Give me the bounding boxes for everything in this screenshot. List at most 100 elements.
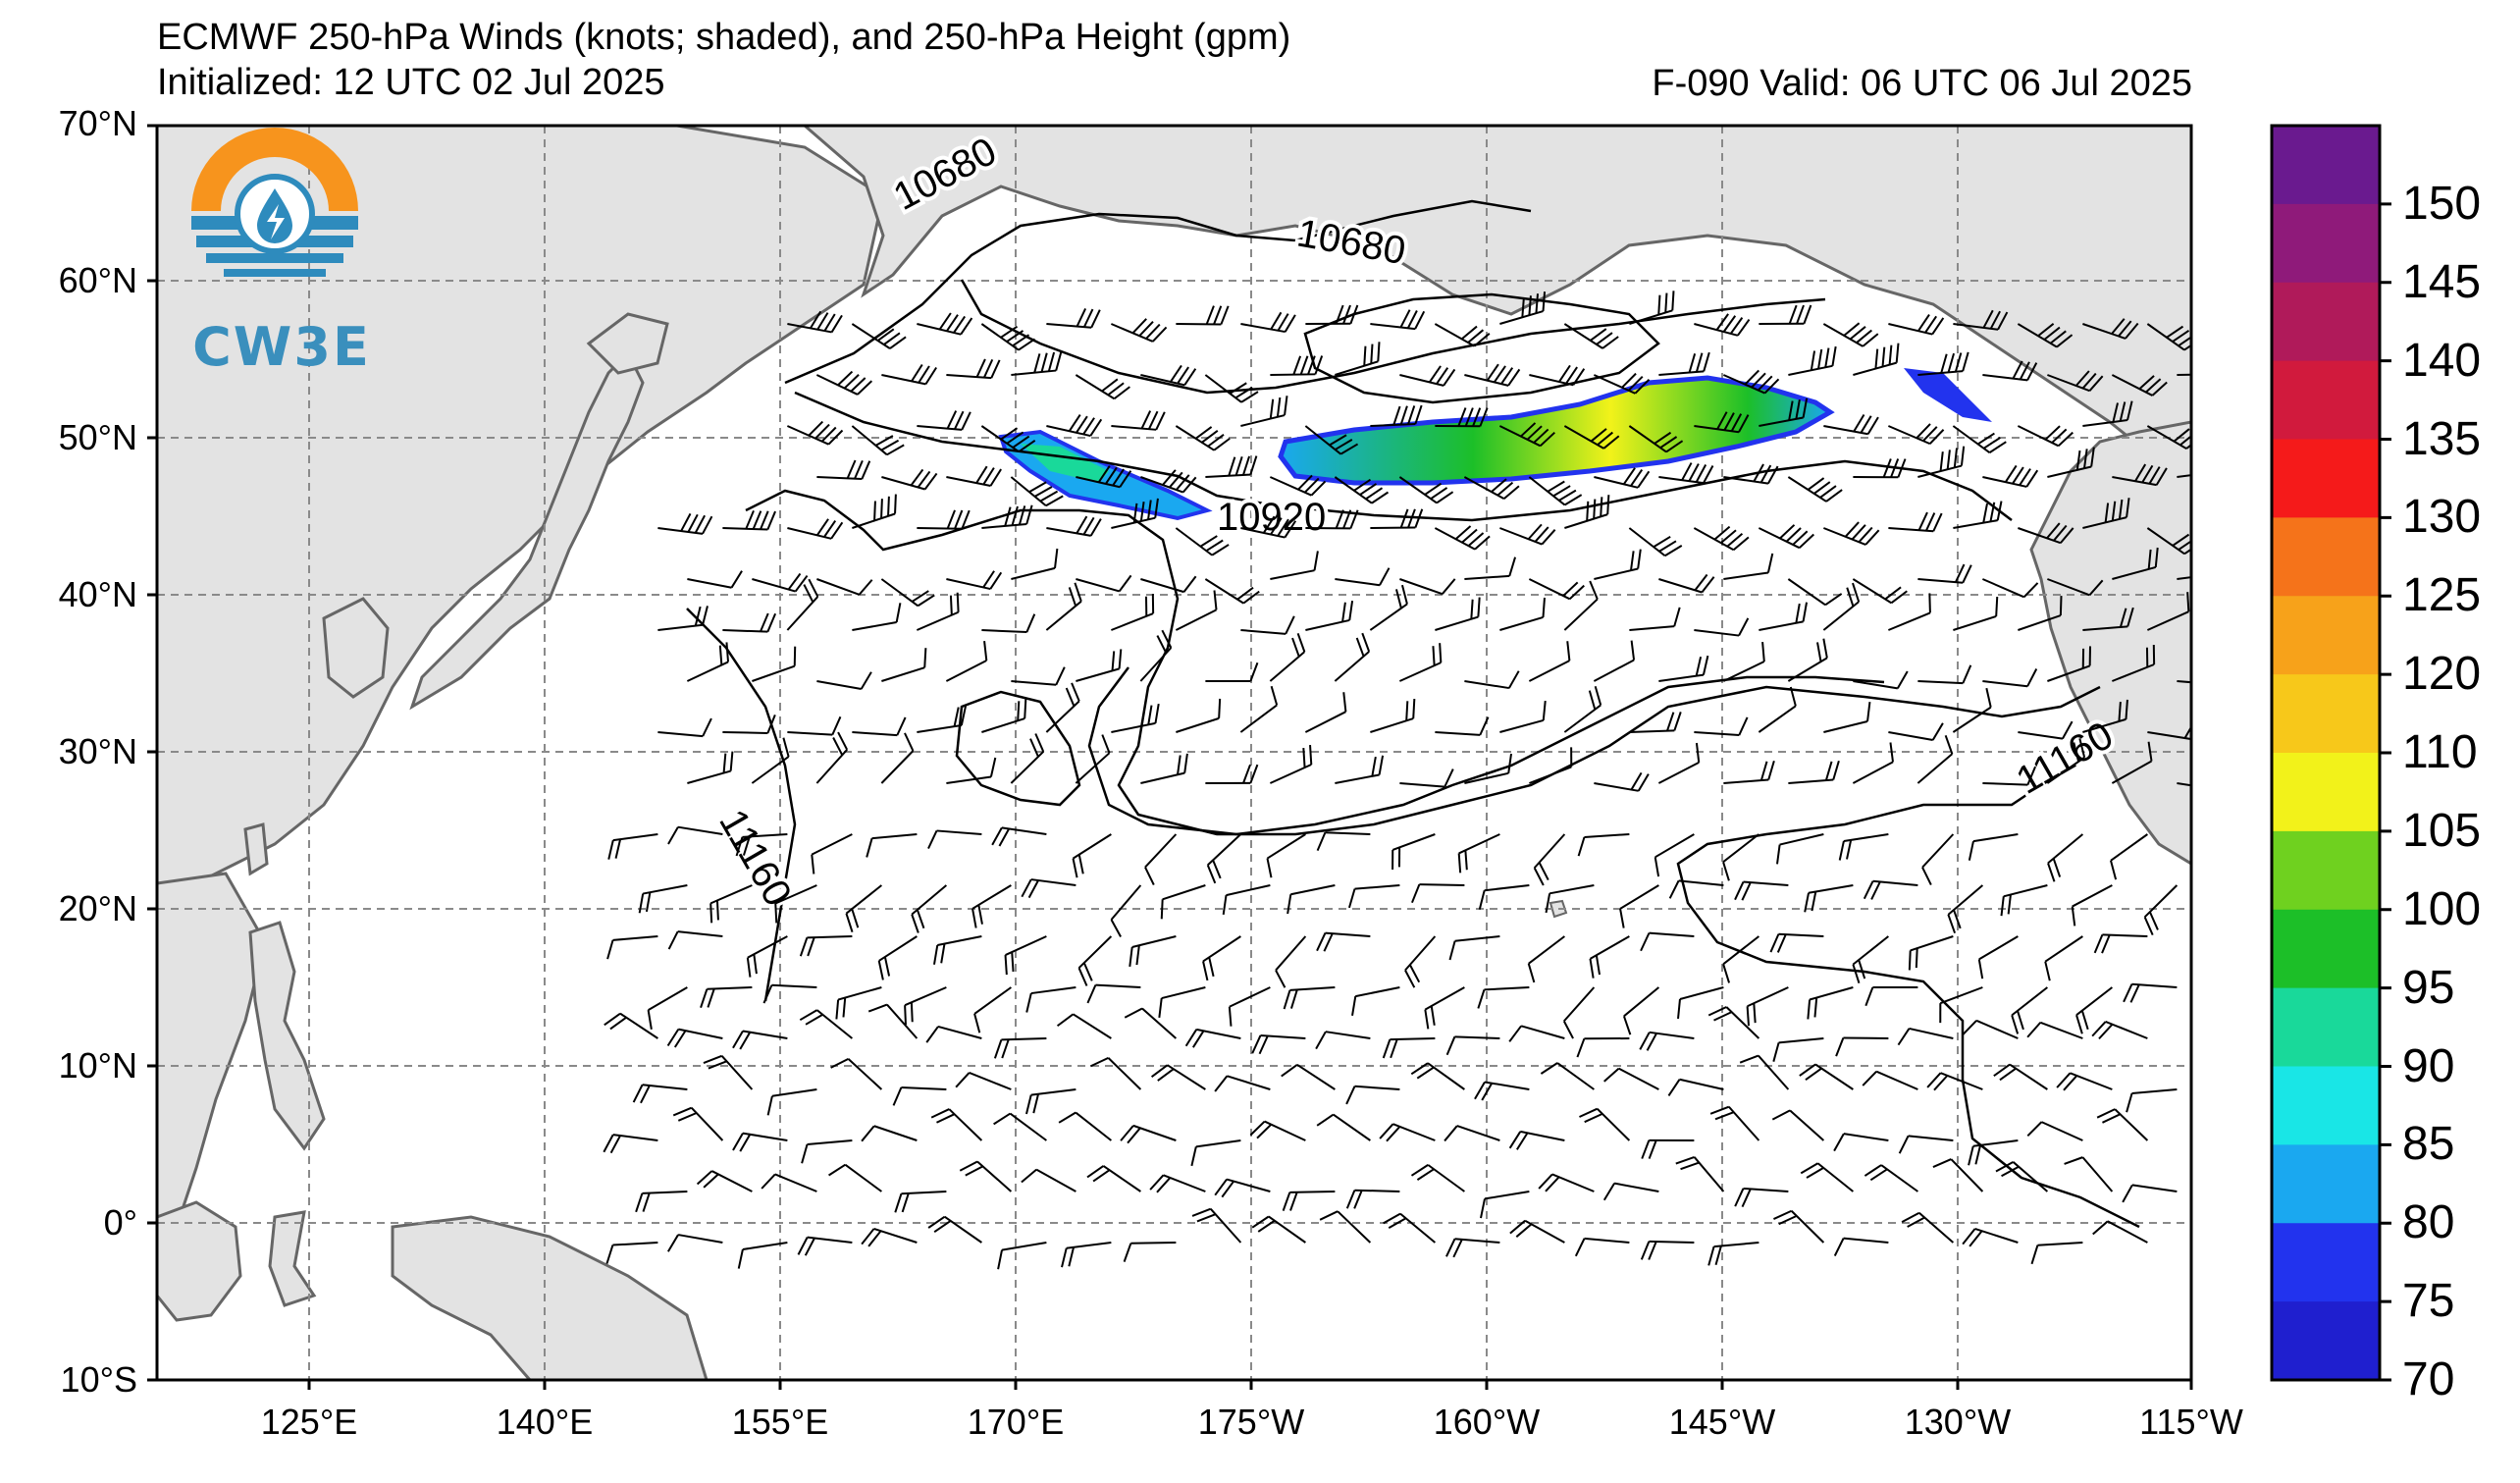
wind-barb — [1545, 884, 1595, 914]
wind-barb — [1477, 986, 1530, 1009]
wind-barb — [1822, 582, 1861, 631]
wind-barb — [911, 884, 948, 933]
wind-barb — [2018, 596, 2063, 631]
wind-barb — [1640, 931, 1695, 952]
wind-barb — [867, 1003, 919, 1039]
wind-barb — [1629, 607, 1681, 631]
wind-barb — [1158, 986, 1206, 1019]
wind-barb — [1529, 364, 1586, 387]
wind-barb — [1888, 593, 1931, 631]
wind-barb — [1266, 833, 1306, 878]
wind-barb — [1563, 425, 1620, 450]
logo-text: CW3E — [192, 316, 371, 378]
wind-barb — [1654, 833, 1695, 877]
wind-barb — [635, 1191, 688, 1213]
wind-barb — [1707, 1242, 1759, 1266]
wind-barb — [1011, 666, 1066, 686]
wind-barbs — [603, 291, 2191, 1270]
wind-barb — [1593, 640, 1636, 682]
wind-barb — [1021, 878, 1076, 899]
wind-barb — [1835, 1036, 1889, 1057]
wind-barb — [1668, 879, 1724, 899]
wind-barb — [1722, 642, 1765, 682]
wind-barb — [1658, 462, 1714, 485]
wind-barb — [751, 737, 790, 784]
colorbar-segment — [2272, 126, 2380, 205]
wind-barb — [657, 717, 712, 738]
wind-barb — [1947, 884, 1984, 933]
wind-barb — [816, 578, 873, 596]
wind-barb — [1499, 523, 1556, 546]
wind-barb — [1240, 396, 1288, 427]
wind-barb — [1448, 935, 1500, 961]
wind-barb — [1045, 682, 1080, 733]
wind-barb — [980, 323, 1036, 351]
wind-barb — [1025, 1088, 1076, 1115]
wind-barb — [1723, 760, 1775, 784]
wind-barb — [1657, 742, 1701, 784]
wind-barb — [787, 715, 842, 736]
wind-barb — [1771, 1109, 1825, 1141]
lon-label: 115°W — [2139, 1402, 2243, 1442]
wind-barb — [1629, 291, 1675, 325]
wind-barb — [2177, 474, 2191, 478]
colorbar-segment — [2272, 1066, 2380, 1145]
colorbar-tick-label: 85 — [2402, 1118, 2455, 1171]
wind-barb — [1897, 1027, 1954, 1046]
wind-barb — [993, 1112, 1047, 1141]
lat-label: 70°N — [58, 103, 137, 143]
colorbar-segment — [2272, 1144, 2380, 1224]
wind-barb — [1594, 549, 1642, 580]
wind-barb — [1887, 423, 1945, 446]
wind-barb — [881, 363, 938, 386]
wind-barb — [1694, 617, 1750, 637]
wind-barb — [1464, 363, 1521, 387]
wind-barb — [1788, 760, 1840, 784]
wind-barb — [1464, 670, 1520, 690]
wind-barb — [1962, 1019, 2019, 1039]
wind-barb — [1853, 343, 1900, 376]
wind-barb — [667, 825, 723, 845]
wind-barb — [851, 323, 907, 349]
wind-barb — [1563, 685, 1602, 733]
wind-barb — [1722, 369, 1780, 395]
wind-barb — [881, 648, 927, 682]
wind-barb — [1370, 404, 1423, 427]
lat-label: 10°S — [60, 1359, 137, 1400]
wind-barb — [1316, 831, 1371, 852]
wind-barb — [1345, 1085, 1400, 1105]
wind-barb — [1788, 345, 1837, 376]
wind-barb — [2122, 1184, 2178, 1203]
wind-barb — [1574, 1237, 1630, 1257]
wind-barb — [2018, 720, 2074, 740]
wind-barb — [1056, 1013, 1112, 1039]
wind-barb — [1917, 446, 1966, 478]
wind-barb — [981, 699, 1027, 733]
wind-barb — [1176, 305, 1230, 326]
wind-barb — [866, 833, 918, 858]
wind-barb — [1444, 1125, 1500, 1142]
wind-barb — [2082, 607, 2134, 631]
cw3e-logo — [191, 128, 358, 277]
wind-barb — [2112, 644, 2156, 682]
wind-barb — [1077, 935, 1113, 986]
wind-barb — [917, 509, 971, 530]
wind-barb — [1823, 702, 1871, 733]
wind-barb — [1399, 365, 1456, 387]
colorbar-tick-label: 105 — [2402, 804, 2482, 857]
wind-barb — [766, 1088, 817, 1116]
wind-barb — [1498, 422, 1555, 448]
wind-barb — [1305, 509, 1359, 530]
wind-barb — [1075, 734, 1111, 784]
wind-barb — [657, 606, 709, 631]
wind-barb — [932, 935, 982, 965]
wind-barb — [1602, 1182, 1659, 1201]
wind-barb — [2026, 1121, 2083, 1141]
colorbar-segment — [2272, 203, 2380, 284]
wind-barb — [1445, 1035, 1500, 1056]
wind-barb — [1305, 600, 1354, 631]
wind-barb — [1240, 515, 1297, 539]
wind-barb — [672, 1106, 724, 1141]
wind-barb — [607, 833, 658, 860]
wind-barb — [1563, 323, 1619, 349]
